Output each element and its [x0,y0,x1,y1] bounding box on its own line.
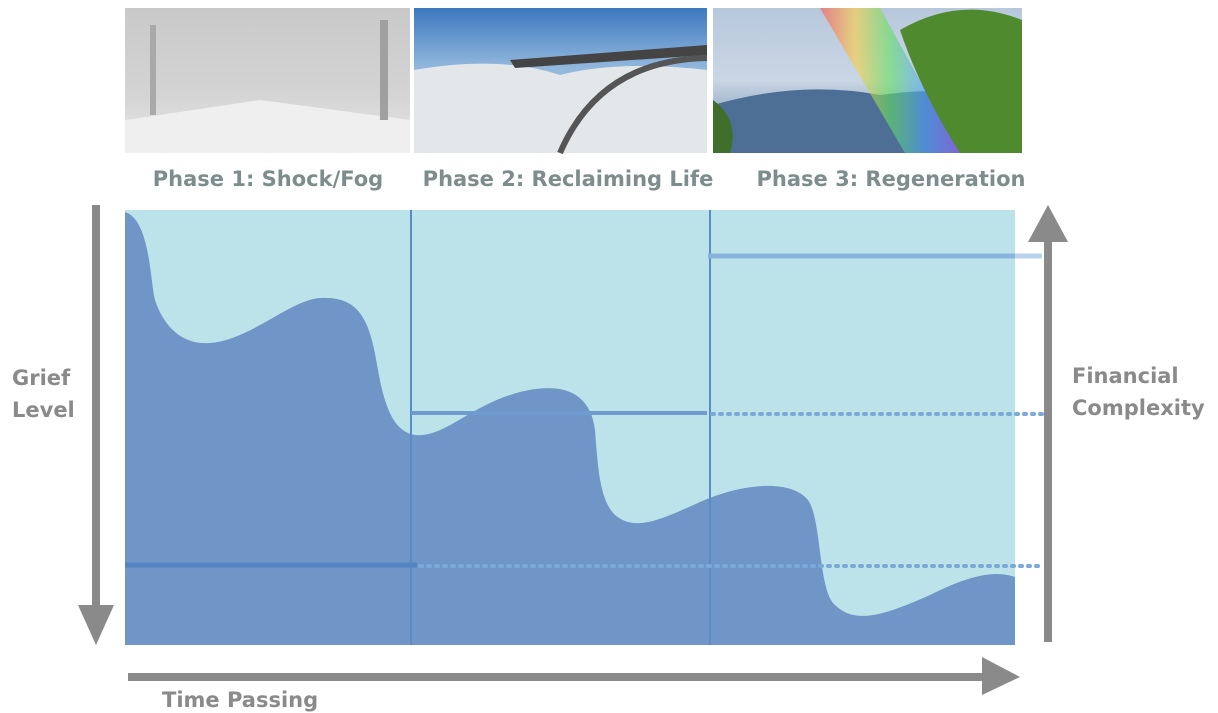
arrow-shaft [1044,238,1052,642]
fog-tree [380,20,388,120]
axis-label: Complexity [1072,396,1205,420]
fog-tree [150,25,156,115]
arrow-shaft [128,673,988,681]
axis-label: Grief [12,366,71,390]
arrow-shaft [92,205,100,615]
axis-label: Time Passing [162,688,318,712]
phase-label: Phase 2: Reclaiming Life [423,167,714,191]
axis-label: Financial [1072,364,1179,388]
axis-label: Level [12,398,75,422]
arrow-head [982,657,1020,695]
phase-label: Phase 1: Shock/Fog [153,167,383,191]
clouds [414,64,707,153]
arrow-head [78,605,114,645]
phase-label: Phase 3: Regeneration [757,167,1026,191]
arrow-head [1028,205,1068,242]
phase-images [125,8,1022,153]
diagram: Phase 1: Shock/Fog Phase 2: Reclaiming L… [0,0,1218,713]
